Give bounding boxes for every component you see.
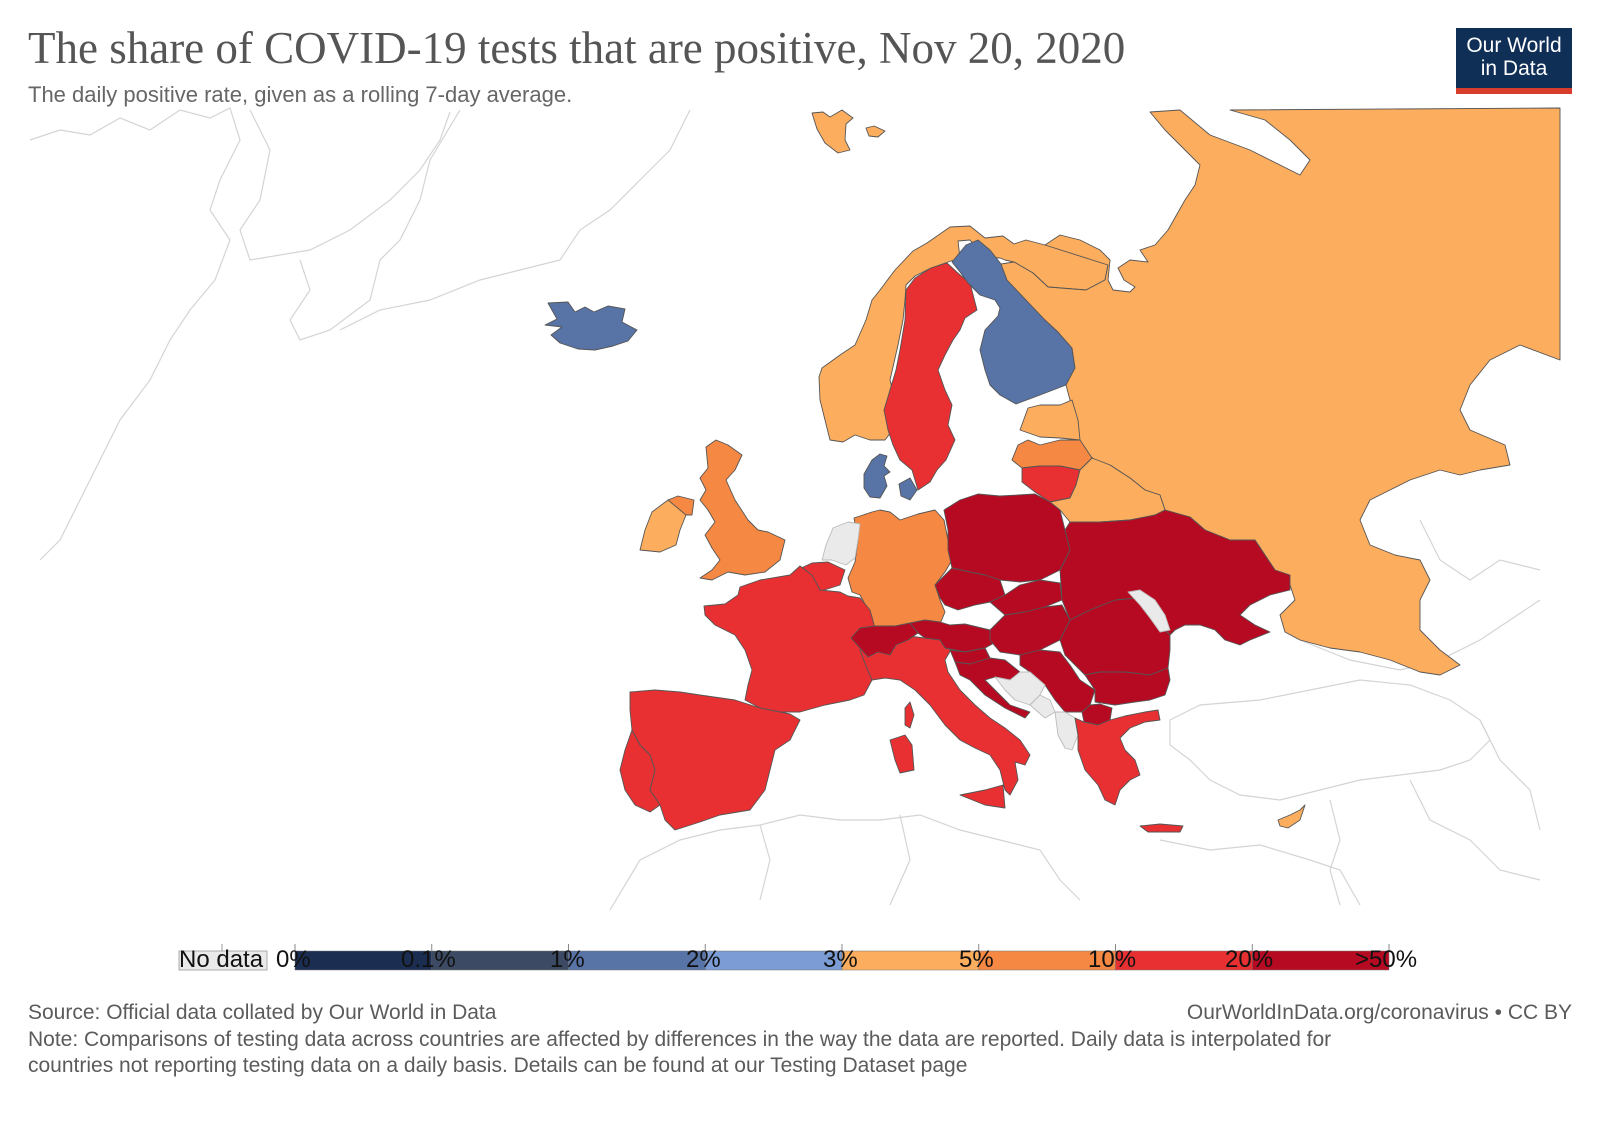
country-italy[interactable]: Italy: 10-20%	[859, 635, 1031, 809]
legend-tick-label: 0%	[276, 946, 311, 973]
outline-libya-egypt	[1159, 839, 1361, 906]
country-latvia[interactable]: Latvia: 5-10%	[1011, 439, 1093, 471]
legend-bin-swatch[interactable]	[1252, 950, 1390, 971]
country-bulgaria[interactable]: Bulgaria: 20-50%	[1084, 667, 1171, 706]
country-france[interactable]: France: 10-20%	[703, 565, 876, 713]
logo-line-1: Our World	[1466, 34, 1562, 57]
note-line-1: Note: Comparisons of testing data across…	[28, 1028, 1332, 1051]
legend-tick-label: 3%	[823, 946, 858, 973]
country-spain[interactable]: Spain: 10-20%	[629, 689, 801, 831]
legend-tick-label: 2%	[686, 946, 721, 973]
outline-north-africa	[609, 814, 1081, 911]
country-moldova[interactable]: Moldova: No data	[1127, 589, 1171, 633]
country-switzerland[interactable]: Switzerland: 20-50%	[850, 622, 919, 658]
country-united-kingdom[interactable]: United Kingdom: 5-10%	[699, 439, 786, 581]
legend-tick-label: 1%	[550, 946, 585, 973]
country-netherlands[interactable]: Netherlands: No data	[821, 521, 861, 566]
country-estonia[interactable]: Estonia: 3-5%	[1019, 399, 1081, 441]
source-url-link[interactable]: OurWorldInData.org/coronavirus • CC BY	[1186, 1001, 1572, 1024]
outline-iran	[1479, 719, 1541, 831]
legend-tick-label: 10%	[1088, 946, 1137, 973]
outline-greenland-3	[289, 109, 461, 341]
outline-north-africa-3	[889, 814, 911, 906]
logo-line-2: in Data	[1480, 57, 1548, 80]
country-denmark[interactable]: Denmark: 1-2%	[863, 453, 918, 501]
outline-kazakhstan	[1419, 519, 1541, 581]
outline-middle-east-2	[1409, 779, 1541, 881]
legend-tick-label: 20%	[1225, 946, 1274, 973]
note-line-2: countries not reporting testing data on …	[28, 1054, 968, 1077]
country-croatia[interactable]: Croatia: 20-50%	[954, 657, 1031, 719]
country-northern-ireland-uk[interactable]: Northern Ireland / UK: 5-10%	[667, 495, 695, 516]
country-iceland[interactable]: Iceland: 1-2%	[544, 301, 638, 351]
country-svalbard[interactable]: Svalbard: 3-5%	[811, 109, 886, 154]
outline-greenland	[29, 107, 241, 561]
legend-tick-label: 0.1%	[401, 946, 456, 973]
country-albania[interactable]: Albania: No data	[1054, 711, 1079, 751]
country-austria[interactable]: Austria: 20-50%	[909, 619, 997, 653]
legend-tick-label: >50%	[1355, 946, 1418, 973]
legend-bin-swatch[interactable]	[705, 950, 843, 971]
country-greece[interactable]: Greece: 10-20%	[1074, 709, 1184, 833]
legend	[178, 944, 1390, 971]
legend-tick-label: 5%	[959, 946, 994, 973]
background-outlines	[29, 107, 1541, 911]
outline-north-africa-2	[759, 824, 771, 901]
source-text: Source: Official data collated by Our Wo…	[28, 1001, 497, 1024]
country-portugal[interactable]: Portugal: 10-20%	[619, 729, 661, 813]
legend-no-data-label: No data	[179, 946, 264, 973]
legend-bin-swatch[interactable]	[568, 950, 706, 971]
outline-greenland-east	[339, 109, 691, 331]
country-montenegro[interactable]: Montenegro: No data	[1029, 694, 1056, 719]
outline-middle-east	[1329, 799, 1341, 906]
outline-turkey	[1169, 679, 1491, 801]
country-bosnia-and-herzegovina[interactable]: Bosnia and Herzegovina: No data	[994, 671, 1046, 706]
chart-title: The share of COVID-19 tests that are pos…	[28, 23, 1126, 73]
country-poland[interactable]: Poland: 20-50%	[943, 493, 1071, 583]
logo-accent-bar	[1456, 88, 1572, 94]
country-sweden[interactable]: Sweden: 10-20%	[883, 262, 978, 491]
chart-subtitle: The daily positive rate, given as a roll…	[28, 82, 573, 107]
owid-logo[interactable]: Our World in Data	[1456, 28, 1572, 94]
legend-no-data-swatch	[178, 950, 268, 971]
country-germany[interactable]: Germany: 5-10%	[847, 509, 953, 631]
outline-greenland-2	[239, 109, 451, 261]
country-cyprus[interactable]: Cyprus: 3-5%	[1277, 804, 1306, 829]
